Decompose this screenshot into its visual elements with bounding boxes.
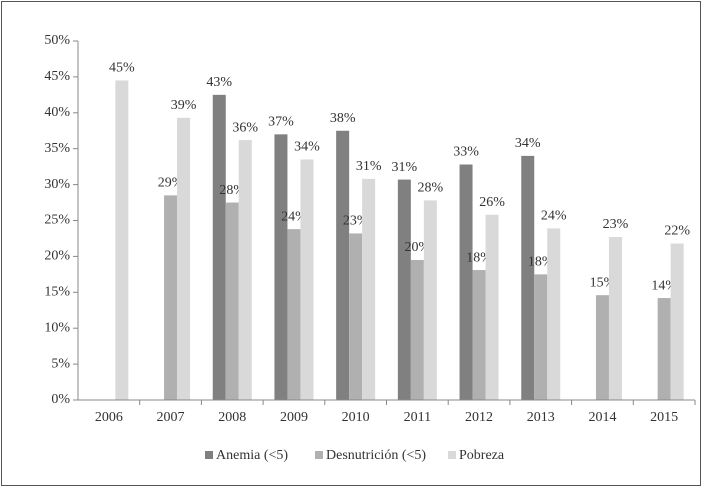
data-label: 24% <box>541 209 567 224</box>
data-label: 31% <box>356 159 382 174</box>
y-tick-label: 35% <box>44 141 70 156</box>
legend-swatch <box>205 451 213 459</box>
y-tick-label: 50% <box>44 33 70 48</box>
bar <box>670 243 684 400</box>
data-label: 38% <box>330 111 356 126</box>
y-tick-label: 25% <box>44 213 70 228</box>
bar <box>300 159 314 400</box>
x-tick-label: 2013 <box>527 410 555 425</box>
bar <box>349 233 363 400</box>
bar <box>595 295 609 400</box>
y-tick-label: 0% <box>51 392 70 407</box>
data-label: 36% <box>232 120 258 135</box>
bar <box>608 237 622 400</box>
bar <box>459 164 473 400</box>
x-tick-label: 2014 <box>588 410 616 425</box>
y-tick-label: 10% <box>44 320 70 335</box>
data-label: 34% <box>294 140 320 155</box>
data-label: 37% <box>268 115 294 130</box>
data-label: 34% <box>515 136 541 151</box>
bar <box>336 130 350 400</box>
bar <box>362 178 376 400</box>
bar <box>115 80 129 401</box>
legend-label: Desnutrición (<5) <box>326 448 426 463</box>
bar <box>410 259 424 400</box>
legend-label: Pobreza <box>459 448 505 463</box>
y-tick-label: 30% <box>44 177 70 192</box>
bar <box>397 179 411 400</box>
bar <box>225 202 239 400</box>
data-label: 26% <box>479 195 505 210</box>
bar <box>212 94 226 400</box>
bar <box>238 140 252 401</box>
y-tick-label: 15% <box>44 285 70 300</box>
data-label: 28% <box>418 181 444 196</box>
legend-label: Anemia (<5) <box>216 448 288 463</box>
x-tick-label: 2010 <box>342 410 370 425</box>
x-tick-label: 2011 <box>404 410 431 425</box>
legend-swatch <box>448 451 456 459</box>
data-label: 43% <box>206 75 232 90</box>
data-label: 45% <box>109 61 135 76</box>
bar <box>164 195 178 400</box>
data-label: 39% <box>171 98 197 113</box>
y-tick-label: 40% <box>44 105 70 120</box>
bar <box>423 200 437 400</box>
bar <box>485 214 499 400</box>
y-tick-label: 45% <box>44 69 70 84</box>
x-tick-label: 2015 <box>650 410 678 425</box>
data-label: 23% <box>603 217 629 232</box>
legend-swatch <box>315 451 323 459</box>
x-tick-label: 2008 <box>218 410 246 425</box>
bar <box>274 134 288 400</box>
data-label: 22% <box>664 224 690 239</box>
bar <box>472 270 486 400</box>
x-tick-label: 2012 <box>465 410 493 425</box>
bar <box>534 274 548 400</box>
x-tick-label: 2009 <box>280 410 308 425</box>
y-tick-label: 20% <box>44 249 70 264</box>
bar <box>547 228 561 400</box>
bar <box>657 298 671 400</box>
data-label: 33% <box>453 145 479 160</box>
bar <box>177 117 191 401</box>
x-tick-label: 2006 <box>95 410 123 425</box>
bar <box>521 155 535 400</box>
y-tick-label: 5% <box>51 356 70 371</box>
bar <box>287 229 301 400</box>
data-label: 31% <box>392 160 418 175</box>
x-tick-label: 2007 <box>157 410 185 425</box>
